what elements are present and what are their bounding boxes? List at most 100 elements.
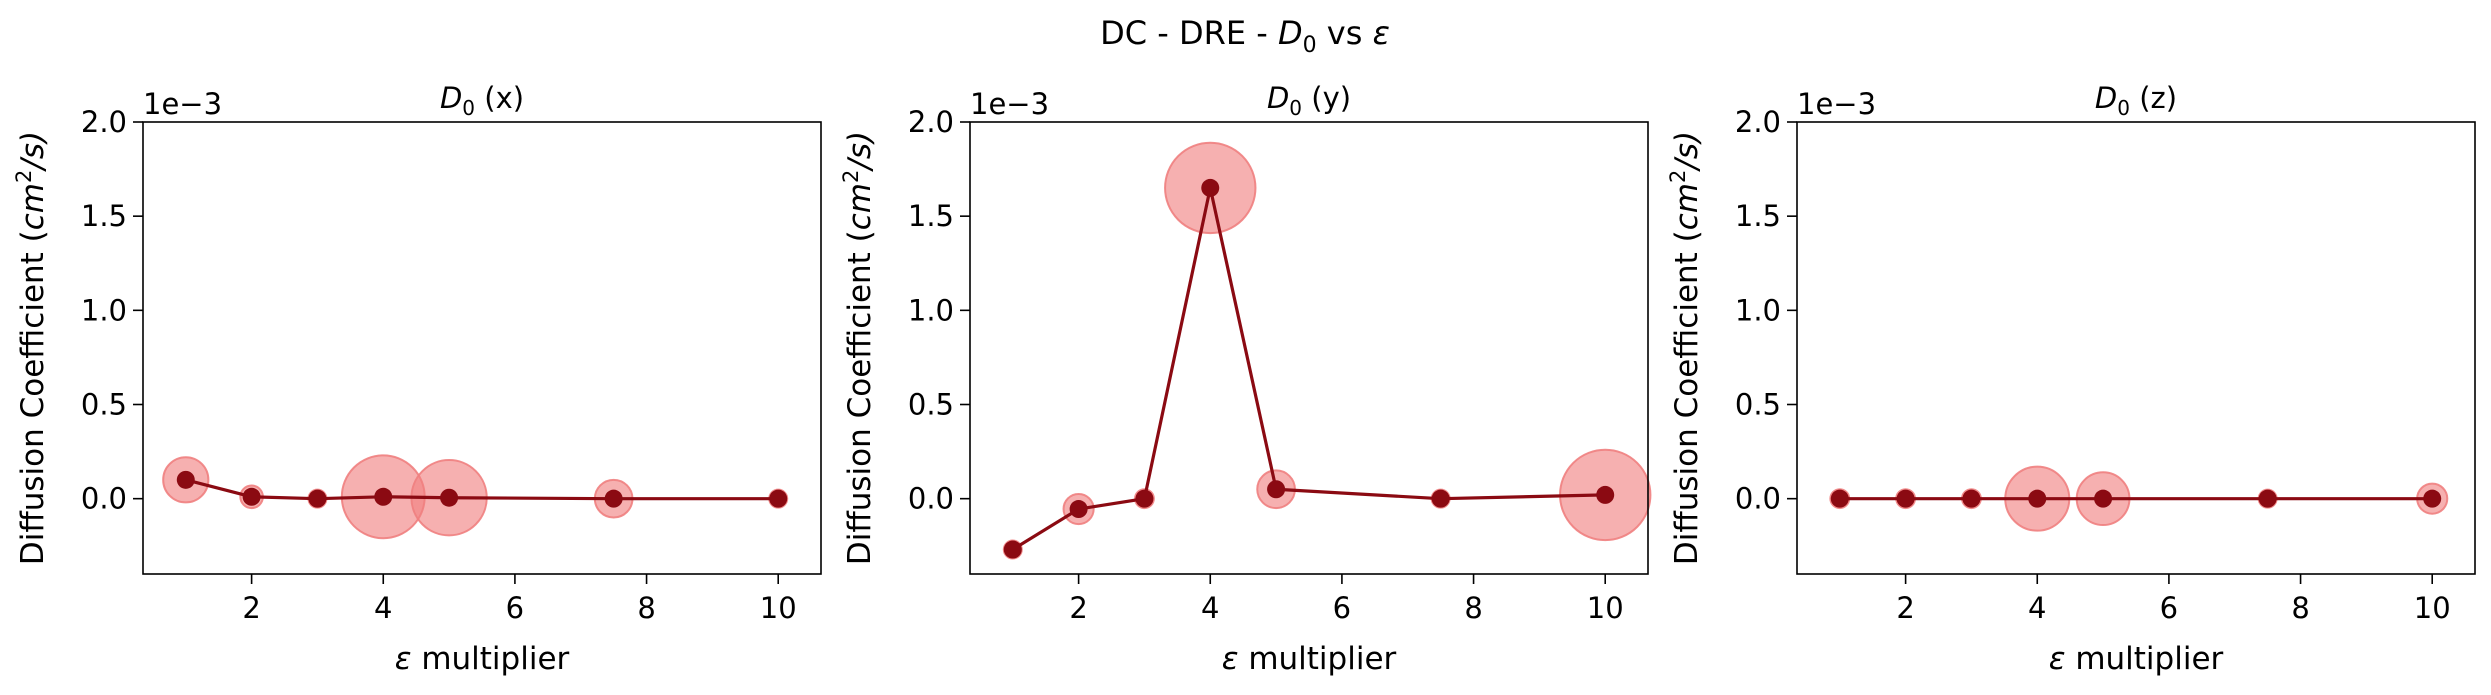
- data-point-y: [1201, 178, 1220, 197]
- y-label-unit-y: cm: [842, 183, 878, 230]
- x-tick-label-x: 4: [374, 591, 392, 625]
- suptitle-epsilon: ε: [1373, 14, 1390, 52]
- y-label-exp-y: 2: [839, 170, 863, 183]
- data-point-x: [242, 487, 261, 506]
- y-tick-label-x: 1.5: [81, 199, 127, 233]
- y-tick-label-z: 2.0: [1735, 105, 1781, 139]
- data-point-z: [2423, 489, 2442, 508]
- y-axis-label-y: Diffusion Coefficient (cm2/s): [839, 131, 878, 565]
- suptitle-vs: vs: [1317, 14, 1373, 52]
- x-tick-label-y: 2: [1069, 591, 1087, 625]
- x-tick-label-z: 8: [2291, 591, 2309, 625]
- y-tick-label-y: 1.0: [908, 293, 954, 327]
- title-subscript-x: 0: [462, 96, 475, 120]
- y-label-prefix-z: Diffusion Coefficient (: [1669, 230, 1705, 565]
- title-suffix-y: (y): [1302, 81, 1351, 115]
- data-point-y: [1431, 489, 1450, 508]
- y-tick-label-z: 0.5: [1735, 388, 1781, 422]
- suptitle-prefix: DC - DRE -: [1100, 14, 1278, 52]
- x-axis-label-x: ε multiplier: [395, 641, 570, 677]
- suptitle-d-subscript: 0: [1303, 33, 1317, 58]
- x-label-text-x: multiplier: [411, 641, 569, 677]
- x-tick-label-y: 8: [1464, 591, 1482, 625]
- x-label-text-z: multiplier: [2065, 641, 2223, 677]
- x-tick-label-z: 6: [2160, 591, 2178, 625]
- subplot-y: 2 4 6 8 10 0.0 0.5 1.0 1.5 2.0 1e−3 D0 (y) ε multipl…: [839, 81, 1652, 677]
- x-label-symbol-y: ε: [1222, 641, 1239, 677]
- data-point-y: [1003, 540, 1022, 559]
- data-point-x: [374, 487, 393, 506]
- data-point-x: [176, 470, 195, 489]
- y-label-unit-x: cm: [15, 183, 51, 230]
- data-point-y: [1069, 500, 1088, 519]
- x-tick-label-z: 2: [1896, 591, 1914, 625]
- plot-frame-x: [142, 121, 822, 575]
- offset-label-x: 1e−3: [143, 87, 222, 121]
- data-point-x: [604, 489, 623, 508]
- title-suffix-z: (z): [2130, 81, 2177, 115]
- x-tick-label-x: 2: [242, 591, 260, 625]
- y-axis-label-x: Diffusion Coefficient (cm2/s): [12, 131, 51, 565]
- offset-label-z: 1e−3: [1797, 87, 1876, 121]
- data-point-y: [1267, 480, 1286, 499]
- data-point-z: [2094, 489, 2113, 508]
- y-tick-label-z: 1.5: [1735, 199, 1781, 233]
- data-point-z: [2258, 489, 2277, 508]
- y-axis-label-z: Diffusion Coefficient (cm2/s): [1666, 131, 1705, 565]
- y-label-suffix-z: /s): [1669, 131, 1705, 173]
- title-symbol-y: D: [1267, 81, 1289, 115]
- x-label-symbol-z: ε: [2049, 641, 2066, 677]
- subplots: 2 4 6 8 100.00.51.01.52.01e−3 D0 (x)ε multipl…: [12, 81, 2476, 677]
- title-suffix-x: (x): [475, 81, 524, 115]
- data-point-x: [769, 489, 788, 508]
- title-symbol-z: D: [2095, 81, 2117, 115]
- series-line-y: [1011, 186, 1606, 551]
- x-tick-label-x: 10: [760, 591, 797, 625]
- x-tick-label-y: 6: [1333, 591, 1351, 625]
- x-axis-label-y: ε multiplier: [1222, 641, 1397, 677]
- data-point-z: [1830, 489, 1849, 508]
- x-tick-label-x: 6: [506, 591, 524, 625]
- x-tick-label-y: 10: [1587, 591, 1624, 625]
- y-tick-label-z: 1.0: [1735, 293, 1781, 327]
- y-label-suffix-y: /s): [842, 131, 878, 173]
- y-label-prefix-y: Diffusion Coefficient (: [842, 230, 878, 565]
- x-tick-label-y: 4: [1201, 591, 1219, 625]
- suptitle-d-symbol: D: [1278, 14, 1303, 52]
- subplot-title-x: D0 (x): [440, 81, 524, 120]
- y-tick-label-x: 0.0: [81, 482, 127, 516]
- y-tick-label-y: 2.0: [908, 105, 954, 139]
- data-point-z: [1896, 489, 1915, 508]
- title-subscript-y: 0: [1289, 96, 1302, 120]
- y-label-exp-z: 2: [1666, 170, 1690, 183]
- data-point-z: [1962, 489, 1981, 508]
- subplot-x: 2 4 6 8 10 0.0 0.5 1.0 1.5 2.0 1e−3 D0 (x) ε multipl…: [12, 81, 822, 677]
- x-label-symbol-x: ε: [395, 641, 412, 677]
- y-label-prefix-x: Diffusion Coefficient (: [15, 230, 51, 565]
- subplot-z: 2 4 6 8 10 0.0 0.5 1.0 1.5 2.0 1e−3 D0 (z) ε multipl…: [1666, 81, 2476, 677]
- offset-label-y: 1e−3: [970, 87, 1049, 121]
- y-tick-label-x: 1.0: [81, 293, 127, 327]
- y-label-exp-x: 2: [12, 170, 36, 183]
- title-subscript-z: 0: [2117, 96, 2130, 120]
- data-point-z: [2028, 489, 2047, 508]
- y-tick-label-x: 0.5: [81, 388, 127, 422]
- data-point-y: [1596, 485, 1615, 504]
- x-tick-label-z: 4: [2028, 591, 2046, 625]
- x-tick-label-x: 8: [637, 591, 655, 625]
- data-point-x: [308, 489, 327, 508]
- x-tick-label-z: 10: [2414, 591, 2451, 625]
- plot-frame-y: [969, 121, 1649, 575]
- figure-suptitle: DC - DRE - D0 vs ε: [1100, 14, 1390, 58]
- x-label-text-y: multiplier: [1238, 641, 1396, 677]
- y-label-suffix-x: /s): [15, 131, 51, 173]
- data-point-x: [440, 488, 459, 507]
- title-symbol-x: D: [440, 81, 462, 115]
- plot-frame-z: [1796, 121, 2476, 575]
- y-tick-label-y: 1.5: [908, 199, 954, 233]
- subplot-title-y: D0 (y): [1267, 81, 1351, 120]
- y-tick-label-z: 0.0: [1735, 482, 1781, 516]
- y-tick-label-y: 0.5: [908, 388, 954, 422]
- y-label-unit-z: cm: [1669, 183, 1705, 230]
